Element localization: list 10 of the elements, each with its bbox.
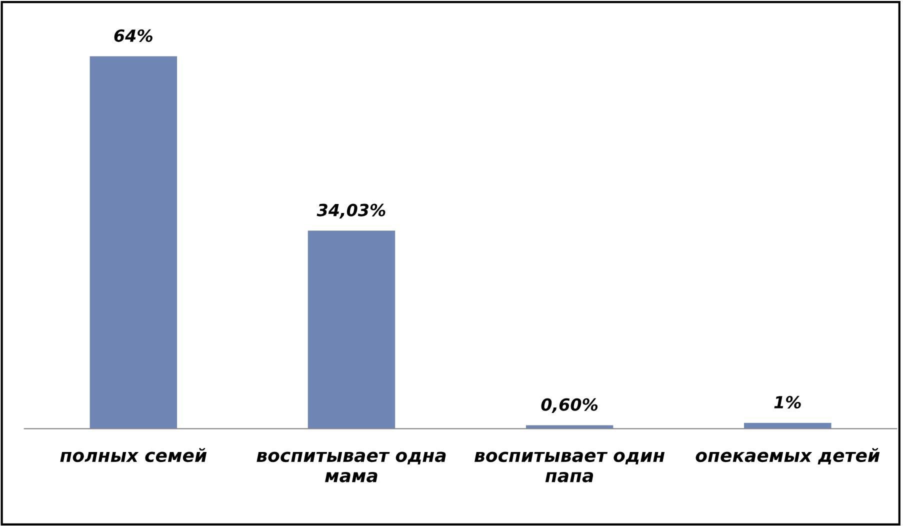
x-tick-label: полных семей (60, 448, 207, 462)
data-label: 0,60% (541, 398, 598, 413)
data-label: 34,03% (316, 204, 386, 218)
x-tick-label: воспитывает один папа (474, 452, 665, 482)
data-label: 1% (774, 396, 801, 409)
bar (90, 56, 178, 429)
data-label: 64% (114, 29, 152, 42)
bar (308, 230, 396, 429)
x-tick-label: опекаемых детей (696, 448, 880, 464)
x-tick-label: воспитывает одна мама (256, 452, 446, 482)
